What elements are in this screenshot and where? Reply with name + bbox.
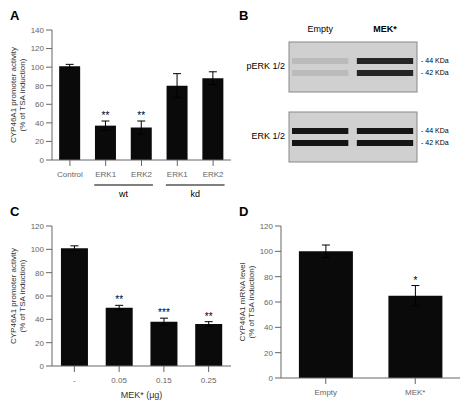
svg-text:**: ** (115, 294, 123, 305)
svg-text:40: 40 (35, 119, 44, 128)
svg-text:ERK1: ERK1 (167, 170, 188, 179)
svg-text:- 42 KDa: - 42 KDa (421, 139, 449, 146)
svg-text:Control: Control (57, 170, 83, 179)
svg-text:0: 0 (40, 156, 45, 165)
svg-text:80: 80 (35, 269, 44, 278)
svg-text:MEK* (μg): MEK* (μg) (121, 390, 163, 400)
html-text:C: C (10, 204, 20, 219)
svg-text:ERK1: ERK1 (95, 170, 116, 179)
svg-text:100: 100 (31, 63, 45, 72)
html-text:A: A (10, 8, 20, 23)
svg-text:140: 140 (31, 26, 45, 35)
svg-text:20: 20 (264, 349, 273, 358)
svg-text:Empty: Empty (314, 388, 337, 397)
svg-text:0.05: 0.05 (111, 376, 127, 385)
svg-text:120: 120 (31, 44, 45, 53)
svg-text:0.15: 0.15 (156, 376, 172, 385)
svg-text:20: 20 (35, 339, 44, 348)
svg-text:CYP46A1 promoter activity(% of: CYP46A1 promoter activity(% of TSA induc… (9, 248, 27, 344)
svg-text:-: - (73, 376, 76, 385)
svg-text:**: ** (205, 311, 213, 322)
svg-text:60: 60 (35, 292, 44, 301)
svg-text:20: 20 (35, 137, 44, 146)
svg-text:wt: wt (118, 189, 128, 199)
html-text:B: B (239, 8, 249, 23)
svg-text:80: 80 (264, 273, 273, 282)
html-text:D: D (239, 204, 249, 219)
svg-text:60: 60 (264, 298, 273, 307)
svg-text:100: 100 (31, 245, 45, 254)
svg-text:ERK2: ERK2 (131, 170, 152, 179)
svg-text:ERK 1/2: ERK 1/2 (251, 131, 285, 141)
svg-text:kd: kd (190, 189, 200, 199)
svg-text:40: 40 (264, 323, 273, 332)
svg-text:ERK2: ERK2 (203, 170, 224, 179)
svg-text:100: 100 (260, 247, 274, 256)
svg-text:40: 40 (35, 315, 44, 324)
svg-text:0.25: 0.25 (201, 376, 217, 385)
svg-text:**: ** (137, 110, 145, 121)
svg-text:80: 80 (35, 82, 44, 91)
svg-text:120: 120 (31, 222, 45, 231)
svg-text:- 44 KDa: - 44 KDa (421, 127, 449, 134)
svg-text:***: *** (158, 307, 170, 318)
svg-text:120: 120 (260, 222, 274, 231)
svg-text:*: * (413, 275, 417, 286)
svg-text:MEK*: MEK* (373, 24, 397, 34)
svg-text:Empty: Empty (307, 24, 333, 34)
svg-text:**: ** (102, 110, 110, 121)
svg-text:60: 60 (35, 100, 44, 109)
svg-text:pERK 1/2: pERK 1/2 (246, 61, 285, 71)
svg-text:CYP46A1 promoter activity(% of: CYP46A1 promoter activity(% of TSA induc… (9, 47, 27, 143)
svg-text:MEK*: MEK* (405, 388, 425, 397)
svg-text:- 42 KDa: - 42 KDa (421, 69, 449, 76)
svg-text:0: 0 (269, 374, 274, 383)
svg-text:0: 0 (40, 362, 45, 371)
svg-text:CYP46A1 mRNA level(% of TSA in: CYP46A1 mRNA level(% of TSA induction) (238, 262, 256, 341)
svg-text:- 44 KDa: - 44 KDa (421, 57, 449, 64)
